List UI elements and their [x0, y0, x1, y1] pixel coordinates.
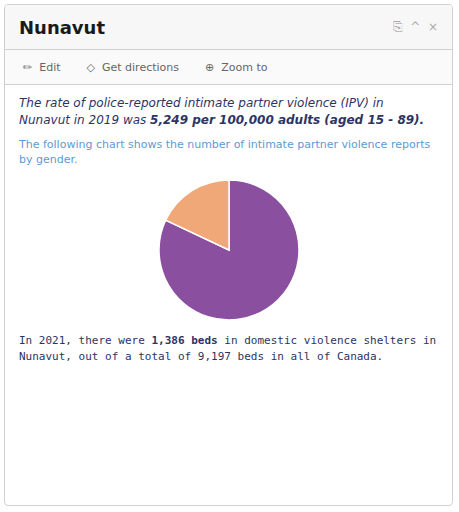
chart-description-text: The following chart shows the number of …: [19, 138, 430, 166]
lead-text: The rate of police-reported intimate par…: [19, 95, 438, 129]
pie-chart: [154, 175, 304, 325]
toolbar-zoom: ⊕ Zoom to: [205, 61, 267, 74]
lead-text-bold: 5,249 per 100,000 adults (aged 15 - 89).: [150, 113, 424, 127]
footer-text-bold: 1,386 beds: [151, 334, 217, 347]
footer-text-part: In 2021, there were: [19, 334, 151, 347]
toolbar-edit: ✏ Edit: [23, 61, 61, 74]
header-icons: ⎘ ^ ×: [393, 20, 438, 34]
card: Nunavut ⎘ ^ × ✏ Edit ◇ Get directions ⊕ Zo…: [4, 4, 453, 506]
pie-slice: [165, 180, 228, 250]
toolbar-directions: ◇ Get directions: [87, 61, 180, 74]
pie-container: [19, 175, 438, 325]
pie-slice: [159, 180, 299, 320]
title: Nunavut: [19, 17, 105, 38]
chart-description: The following chart shows the number of …: [19, 137, 438, 167]
footer-text: In 2021, there were 1,386 beds in domest…: [19, 333, 438, 365]
toolbar: ✏ Edit ◇ Get directions ⊕ Zoom to: [5, 50, 452, 85]
header: Nunavut ⎘ ^ ×: [5, 5, 452, 50]
content: The rate of police-reported intimate par…: [5, 85, 452, 365]
